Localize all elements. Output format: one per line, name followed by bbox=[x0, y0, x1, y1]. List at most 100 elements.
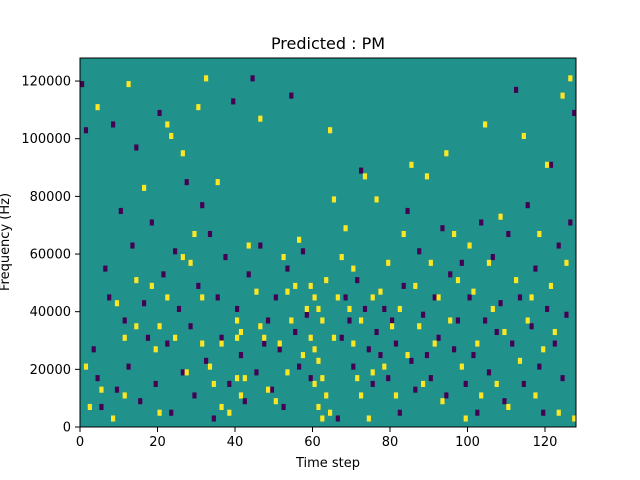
heatmap-cell-low bbox=[455, 317, 461, 324]
heatmap-cell-high bbox=[359, 317, 364, 324]
heatmap-cell-high bbox=[324, 277, 329, 284]
heatmap-cell-high bbox=[316, 403, 321, 411]
heatmap-cell-low bbox=[142, 300, 147, 307]
heatmap-cell-low bbox=[188, 323, 193, 330]
heatmap-cell-low bbox=[463, 380, 468, 387]
heatmap-cell-low bbox=[359, 167, 364, 174]
heatmap-cell-high bbox=[238, 328, 244, 336]
heatmap-cell-low bbox=[246, 271, 251, 278]
heatmap-cell-low bbox=[459, 259, 464, 266]
heatmap-cell-low bbox=[250, 75, 255, 82]
heatmap-cell-high bbox=[564, 259, 569, 266]
heatmap-cell-high bbox=[560, 92, 565, 99]
heatmap-cell-high bbox=[545, 161, 550, 168]
heatmap-cell-high bbox=[471, 288, 476, 295]
heatmap-cell-low bbox=[552, 340, 557, 347]
heatmap-cell-high bbox=[312, 294, 317, 301]
heatmap-cell-high bbox=[173, 334, 178, 341]
heatmap-cell-high bbox=[254, 288, 259, 295]
x-tick-label: 80 bbox=[382, 435, 399, 450]
heatmap-cell-low bbox=[99, 403, 104, 411]
heatmap-cell-high bbox=[258, 115, 263, 122]
heatmap-cell-high bbox=[219, 403, 224, 411]
heatmap-cell-high bbox=[188, 259, 193, 266]
heatmap-cell-low bbox=[525, 202, 530, 209]
heatmap-cell-low bbox=[548, 161, 554, 168]
y-tick-label: 100000 bbox=[21, 132, 71, 147]
heatmap-cell-high bbox=[312, 346, 317, 353]
heatmap-cell-low bbox=[223, 254, 228, 261]
heatmap-cell-low bbox=[277, 346, 282, 353]
heatmap-cell-high bbox=[320, 317, 325, 324]
heatmap-cell-high bbox=[235, 375, 240, 382]
heatmap-cell-low bbox=[300, 248, 306, 255]
heatmap-cell-low bbox=[126, 363, 131, 370]
heatmap-cell-low bbox=[486, 369, 492, 376]
heatmap-cell-low bbox=[184, 179, 189, 186]
heatmap-cell-high bbox=[235, 317, 240, 324]
heatmap-cell-high bbox=[192, 230, 197, 238]
heatmap-cell-high bbox=[95, 104, 100, 111]
heatmap-cell-low bbox=[130, 242, 135, 249]
heatmap-cell-low bbox=[405, 207, 410, 214]
heatmap-cell-high bbox=[413, 282, 418, 289]
heatmap-cell-high bbox=[455, 277, 461, 284]
heatmap-cell-high bbox=[490, 305, 495, 312]
heatmap-cell-high bbox=[320, 415, 325, 422]
heatmap-cell-low bbox=[293, 328, 298, 336]
heatmap-cell-high bbox=[320, 375, 325, 382]
heatmap-cell-low bbox=[382, 305, 387, 312]
heatmap-cell-high bbox=[215, 179, 220, 186]
heatmap-cell-low bbox=[227, 380, 232, 387]
heatmap-cell-high bbox=[308, 334, 313, 341]
x-tick-label: 100 bbox=[455, 435, 480, 450]
heatmap-cell-low bbox=[83, 127, 89, 134]
heatmap-cell-high bbox=[366, 415, 371, 422]
heatmap-cell-low bbox=[393, 340, 399, 347]
heatmap-cell-low bbox=[297, 363, 302, 370]
heatmap-cell-low bbox=[502, 398, 507, 405]
heatmap-cell-low bbox=[165, 340, 170, 347]
heatmap-cell-high bbox=[211, 380, 216, 387]
heatmap-cell-high bbox=[83, 363, 89, 370]
heatmap-cell-high bbox=[331, 196, 337, 203]
x-tick-label: 0 bbox=[76, 435, 84, 450]
heatmap-cell-low bbox=[231, 98, 236, 105]
y-tick-label: 60000 bbox=[30, 248, 71, 263]
heatmap-cell-high bbox=[328, 127, 333, 134]
heatmap-cell-low bbox=[289, 92, 294, 99]
heatmap-cell-high bbox=[502, 328, 507, 336]
heatmap-cell-low bbox=[122, 317, 127, 324]
heatmap-cell-low bbox=[204, 357, 209, 364]
heatmap-cell-low bbox=[215, 294, 220, 301]
heatmap-cell-low bbox=[111, 121, 116, 128]
heatmap-cell-high bbox=[382, 363, 387, 370]
heatmap-cell-high bbox=[494, 380, 499, 387]
heatmap-cell-low bbox=[219, 334, 224, 341]
heatmap-cell-low bbox=[238, 352, 244, 359]
heatmap-cell-high bbox=[180, 254, 185, 261]
heatmap-cell-low bbox=[448, 271, 453, 278]
heatmap-cell-low bbox=[370, 380, 375, 387]
heatmap-cell-high bbox=[207, 363, 213, 370]
heatmap-cell-low bbox=[157, 109, 162, 116]
heatmap-cell-high bbox=[370, 369, 375, 376]
heatmap-cell-high bbox=[114, 300, 120, 307]
heatmap-cell-high bbox=[200, 294, 205, 301]
heatmap-cell-high bbox=[300, 352, 306, 359]
heatmap-cell-high bbox=[444, 150, 449, 157]
heatmap-cell-low bbox=[351, 363, 356, 370]
heatmap-cell-low bbox=[374, 328, 379, 336]
heatmap-cell-high bbox=[514, 277, 519, 284]
heatmap-cell-high bbox=[525, 317, 530, 324]
heatmap-cell-high bbox=[463, 415, 468, 422]
x-axis: 0 20 40 60 80 100 120 bbox=[76, 427, 557, 450]
heatmap-cell-high bbox=[355, 375, 360, 382]
heatmap-cell-high bbox=[184, 369, 189, 376]
heatmap-cell-high bbox=[258, 323, 263, 330]
heatmap-cell-low bbox=[467, 294, 472, 301]
heatmap-cell-low bbox=[80, 81, 85, 88]
heatmap-cell-high bbox=[374, 196, 379, 203]
heatmap-cell-low bbox=[428, 375, 433, 382]
